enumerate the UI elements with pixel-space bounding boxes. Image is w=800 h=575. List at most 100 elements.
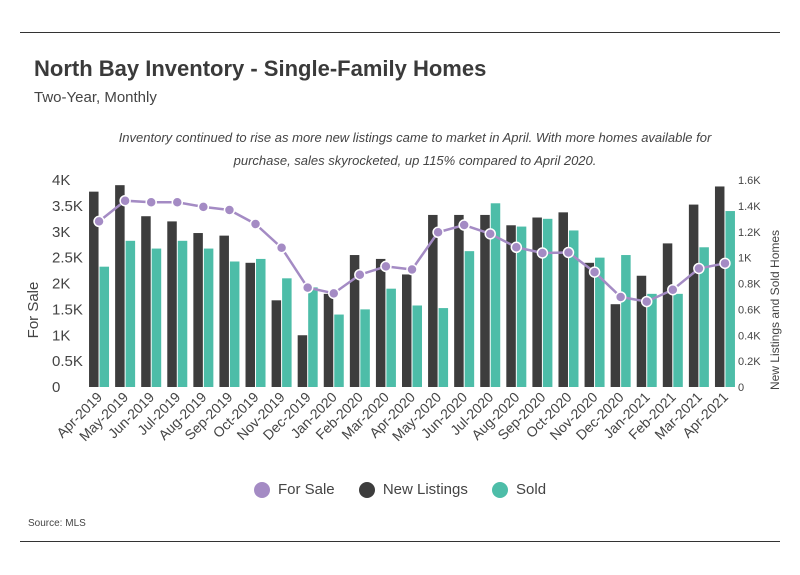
new-listings-bar [480,214,490,387]
sold-bar [99,266,110,387]
left-axis-title: For Sale [25,282,42,339]
sold-bar [725,211,735,387]
new-listings-bar [532,217,542,387]
chart-subtitle: Two-Year, Monthly [34,89,157,106]
sold-bar [490,203,501,387]
sold-bar [151,248,162,387]
for-sale-point [562,246,575,259]
for-sale-point [432,226,444,239]
sold-bar [595,257,605,387]
sold-bar [334,314,344,387]
for-sale-point [719,257,731,270]
new-listings-bar [89,191,99,387]
legend-label-sold: Sold [516,481,547,498]
chart-legend: For Sale New Listings Sold [0,481,800,502]
right-axis-title: New Listings and Sold Homes [768,230,782,390]
sold-bar [282,278,292,387]
right-tick-label: 0.2K [738,356,761,368]
left-tick-label: 3K [52,224,70,241]
right-tick-label: 0.6K [738,304,761,316]
for-sale-point [510,241,523,254]
new-listings-bar [610,304,621,387]
for-sale-point [667,283,679,296]
sold-bar [203,248,214,387]
new-listings-bar [193,233,203,387]
new-listings-bar [297,335,308,387]
new-listings-bar [375,258,386,387]
sold-bar [516,226,527,387]
new-listings-bar [584,262,595,387]
new-listings-bar [428,214,438,387]
for-sale-point [197,201,210,213]
legend-item-for-sale: For Sale [253,481,335,498]
for-sale-point [640,295,653,308]
sold-bar [568,230,579,387]
for-sale-point [484,228,496,240]
new-listings-bar [141,216,151,387]
legend-label-for-sale: For Sale [277,481,335,498]
left-tick-label: 1K [52,327,70,344]
right-tick-label: 0 [738,382,744,394]
legend-item-new-listings: New Listings [358,481,468,498]
left-tick-label: 0.5K [52,353,83,370]
for-sale-point [354,268,366,281]
legend-item-sold: Sold [492,481,546,498]
right-tick-label: 1K [738,253,752,265]
for-sale-point [275,242,288,254]
top-rule [20,32,780,33]
for-sale-point [93,215,105,228]
for-sale-point [536,247,549,259]
new-listings-bar [454,214,464,387]
right-tick-label: 1.6K [738,175,761,187]
sold-bar [542,218,553,387]
right-tick-label: 0.8K [738,279,761,291]
new-listings-bar [558,212,568,387]
legend-swatch-new-listings [358,481,375,498]
for-sale-point [380,260,392,273]
new-listings-bar [167,221,177,387]
for-sale-line [98,199,726,303]
sold-bar [621,255,631,387]
new-listings-bar [636,275,647,387]
sold-bar [256,258,266,387]
sold-bar [229,261,240,387]
sold-bar [386,288,396,387]
left-tick-label: 2.5K [52,250,83,267]
new-listings-bar [323,293,334,387]
for-sale-point [406,263,418,276]
legend-swatch-for-sale [253,481,270,498]
new-listings-bar [219,235,229,387]
new-listings-bar [714,186,725,387]
new-listings-bar [688,204,699,387]
sold-bar [673,293,683,387]
bottom-rule [20,541,780,542]
right-tick-label: 1.4K [738,201,761,213]
sold-bar [125,240,136,387]
left-tick-label: 0 [52,379,60,396]
chart-annotation: Inventory continued to rise as more new … [118,130,712,168]
right-tick-label: 1.2K [738,227,761,239]
legend-swatch-sold [492,481,509,498]
source-note: Source: MLS [28,518,86,529]
for-sale-point [458,219,470,231]
for-sale-point [301,281,314,294]
sold-bar [464,251,475,387]
legend-label-new-listings: New Listings [382,481,468,498]
for-sale-point [328,287,340,300]
for-sale-point [145,196,157,209]
sold-bar [308,287,318,387]
sold-bar [647,293,657,387]
right-tick-label: 0.4K [738,330,761,342]
for-sale-point [223,204,236,216]
for-sale-point [693,262,705,275]
for-sale-point [614,291,627,303]
new-listings-bar [115,185,125,387]
sold-bar [438,308,449,387]
new-listings-bar [271,300,282,387]
sold-bar [177,240,188,387]
left-tick-label: 2K [52,276,70,293]
left-tick-label: 4K [52,172,70,189]
left-tick-label: 1.5K [52,301,83,318]
for-sale-point [171,196,184,209]
